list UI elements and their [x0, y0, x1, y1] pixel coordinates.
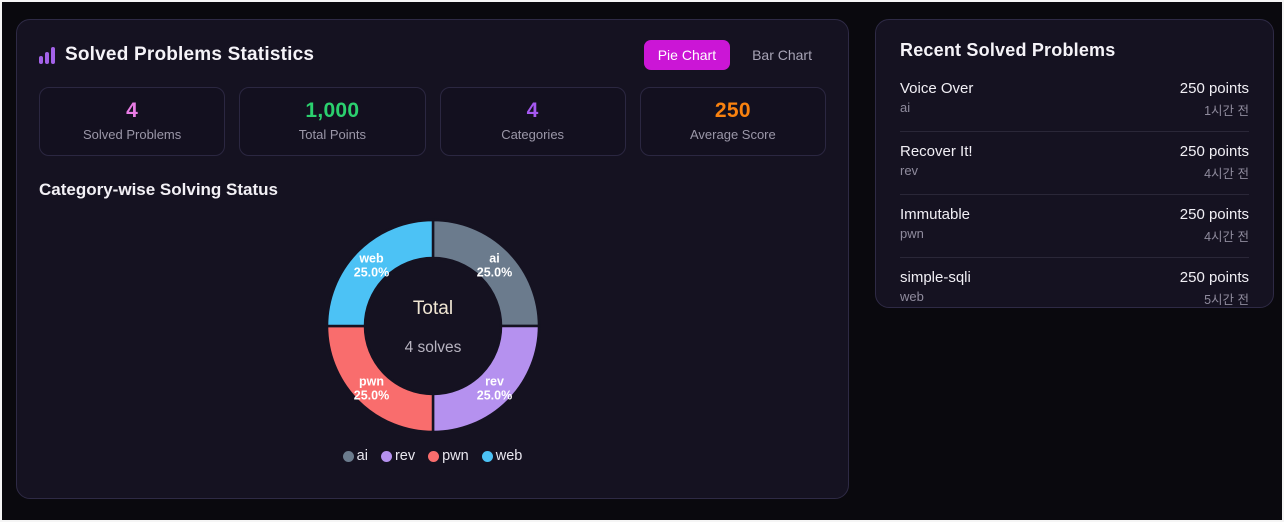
stat-cards-row: 4 Solved Problems 1,000 Total Points 4 C…	[39, 87, 826, 156]
legend-label: pwn	[442, 448, 469, 464]
pie-chart-button[interactable]: Pie Chart	[643, 40, 731, 70]
recent-solved-item[interactable]: Voice Over ai 250 points 1시간 전	[900, 69, 1249, 132]
slice-label-rev: rev 25.0%	[477, 375, 512, 403]
category-section-title: Category-wise Solving Status	[39, 180, 278, 199]
stat-value: 1,000	[305, 99, 360, 122]
stat-value: 4	[126, 99, 139, 122]
bar-chart-icon	[39, 46, 55, 64]
slice-label-pwn: pwn 25.0%	[354, 375, 389, 403]
legend-dot-icon	[342, 450, 354, 462]
legend-item: rev	[380, 448, 416, 464]
legend-item: web	[481, 448, 523, 464]
problem-points: 250 points	[1179, 143, 1249, 160]
problem-time: 4시간 전	[1204, 230, 1249, 244]
stat-card: 4 Categories	[439, 87, 626, 156]
legend-label: web	[495, 448, 523, 464]
donut-center-subtitle: 4 solves	[405, 339, 462, 356]
stat-value: 4	[526, 99, 539, 122]
chart-legend: ai rev pwn web	[39, 448, 826, 464]
legend-item: ai	[342, 448, 368, 464]
stat-label: Average Score	[689, 127, 776, 142]
stat-card: 1,000 Total Points	[239, 87, 426, 156]
donut-chart-svg: ai 25.0% rev 25.0% pwn 25.0% web 25.0% Total 4 so…	[325, 218, 541, 434]
slice-label-ai: ai 25.0%	[477, 251, 512, 279]
legend-dot-icon	[380, 450, 392, 462]
stat-label: Solved Problems	[82, 127, 182, 142]
legend-item: pwn	[428, 448, 469, 464]
legend-dot-icon	[481, 450, 493, 462]
stat-card: 250 Average Score	[639, 87, 826, 156]
statistics-header: Solved Problems Statistics Pie Chart Bar…	[39, 40, 826, 70]
problem-time: 5시간 전	[1204, 293, 1249, 307]
statistics-title: Solved Problems Statistics	[65, 44, 315, 65]
problem-name: Recover It!	[900, 143, 973, 160]
recent-solved-item[interactable]: Recover It! rev 250 points 4시간 전	[900, 132, 1249, 195]
pie-slice-web[interactable]	[325, 218, 435, 328]
stat-value: 250	[714, 99, 751, 122]
legend-dot-icon	[428, 450, 440, 462]
slice-label-web: web 25.0%	[354, 251, 389, 279]
problem-name: Immutable	[900, 206, 971, 223]
recent-solved-list: Voice Over ai 250 points 1시간 전 Recover I…	[900, 69, 1249, 320]
solved-problems-statistics-card: Solved Problems Statistics Pie Chart Bar…	[16, 19, 849, 499]
problem-time: 1시간 전	[1204, 104, 1249, 118]
recent-solved-item[interactable]: Immutable pwn 250 points 4시간 전	[900, 195, 1249, 258]
legend-label: rev	[394, 448, 416, 464]
problem-name: Voice Over	[900, 80, 974, 97]
category-pie-chart: ai 25.0% rev 25.0% pwn 25.0% web 25.0% Total 4 so…	[39, 208, 826, 444]
bar-chart-button[interactable]: Bar Chart	[738, 40, 826, 70]
donut-center-title: Total	[413, 298, 453, 319]
problem-category: pwn	[900, 226, 924, 241]
problem-category: ai	[900, 100, 911, 115]
recent-solved-item[interactable]: simple-sqli web 250 points 5시간 전	[900, 258, 1249, 320]
legend-label: ai	[356, 448, 368, 464]
stat-label: Total Points	[298, 127, 366, 142]
problem-name: simple-sqli	[900, 269, 971, 286]
chart-type-toggle: Pie Chart Bar Chart	[643, 40, 826, 70]
stat-label: Categories	[501, 127, 565, 142]
problem-category: rev	[900, 163, 919, 178]
recent-title: Recent Solved Problems	[900, 40, 1116, 60]
problem-points: 250 points	[1179, 206, 1249, 223]
problem-category: web	[900, 289, 924, 304]
problem-points: 250 points	[1179, 80, 1249, 97]
problem-time: 4시간 전	[1204, 167, 1249, 181]
problem-points: 250 points	[1179, 269, 1249, 286]
stat-card: 4 Solved Problems	[39, 87, 226, 156]
recent-solved-problems-card: Recent Solved Problems Voice Over ai 250…	[875, 19, 1274, 308]
